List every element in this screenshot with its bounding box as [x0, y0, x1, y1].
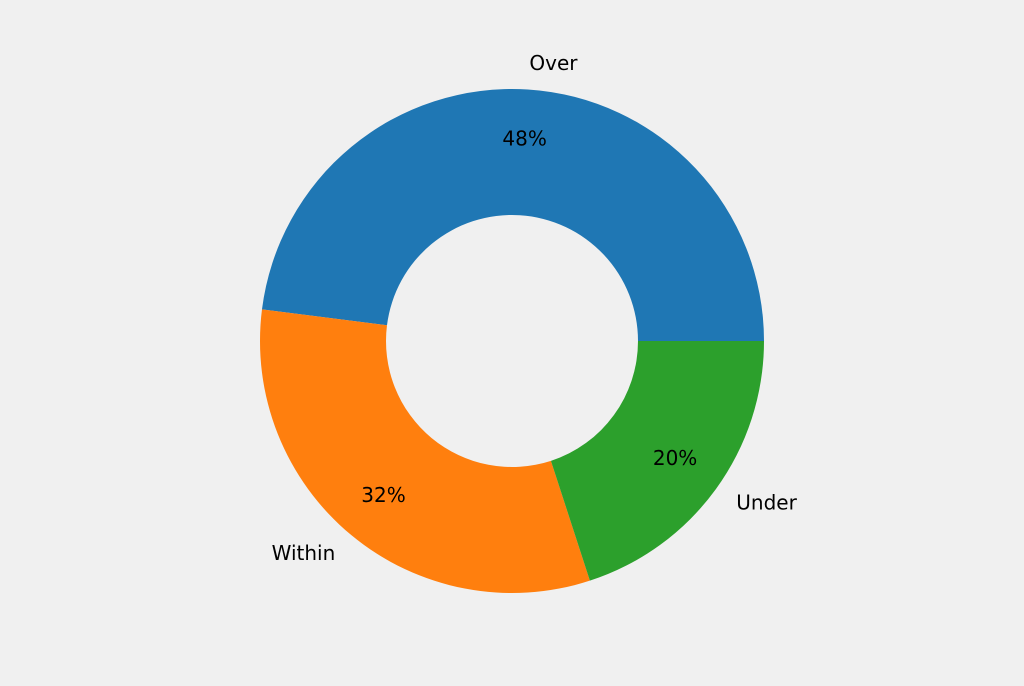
category-label: Under [736, 490, 797, 514]
percent-label: 32% [361, 483, 405, 507]
percent-label: 48% [502, 126, 546, 150]
slice-under [550, 341, 764, 581]
percent-label: 20% [653, 446, 697, 470]
category-label: Within [272, 541, 336, 565]
category-label: Over [529, 51, 578, 75]
slice-within [259, 309, 590, 593]
slice-over [261, 88, 765, 341]
